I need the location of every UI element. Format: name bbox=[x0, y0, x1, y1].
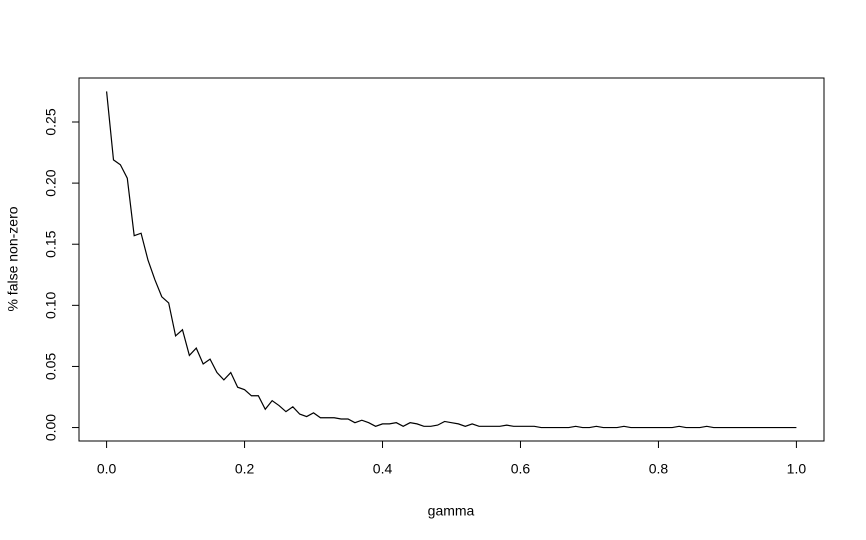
y-tick-label: 0.25 bbox=[43, 108, 59, 135]
x-tick-label: 0.0 bbox=[97, 461, 117, 477]
y-tick-label: 0.20 bbox=[43, 169, 59, 196]
x-tick-label: 0.4 bbox=[373, 461, 393, 477]
x-tick-label: 1.0 bbox=[787, 461, 807, 477]
x-axis-label: gamma bbox=[428, 503, 475, 519]
y-tick-label: 0.05 bbox=[43, 353, 59, 380]
x-tick-label: 0.6 bbox=[511, 461, 531, 477]
y-tick-label: 0.10 bbox=[43, 291, 59, 318]
y-tick-label: 0.15 bbox=[43, 230, 59, 257]
x-tick-label: 0.8 bbox=[649, 461, 669, 477]
plot-box bbox=[78, 77, 825, 442]
y-axis-label: % false non-zero bbox=[5, 206, 21, 311]
x-tick-label: 0.2 bbox=[235, 461, 255, 477]
data-line bbox=[105, 91, 797, 429]
y-tick-label: 0.00 bbox=[43, 414, 59, 441]
